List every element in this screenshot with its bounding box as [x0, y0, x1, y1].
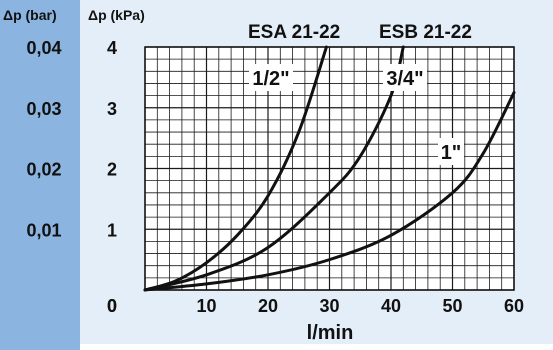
x-tick-label: 10: [196, 296, 216, 316]
y-tick-label: 4: [107, 38, 117, 58]
y-tick-label: 0: [107, 296, 117, 316]
secondary-y-tick-labels: 0,01 0,02 0,03 0,04: [26, 38, 61, 240]
secondary-y-tick-label: 0,01: [26, 220, 61, 240]
series-label: 3/4": [386, 68, 423, 90]
x-tick-label: 0: [107, 296, 117, 316]
secondary-y-tick-label: 0,02: [26, 160, 61, 180]
y-axis-label: Δp (kPa): [88, 7, 145, 23]
series-labels: 1/2" 3/4" 1": [249, 64, 464, 165]
series-line: [143, 45, 328, 292]
x-tick-label: 50: [442, 296, 462, 316]
series-label-box: [438, 138, 464, 165]
series-label: 1/2": [252, 68, 289, 90]
header-esb: ESB 21-22: [379, 22, 472, 43]
bottom-strip: [80, 344, 553, 350]
curves: [143, 45, 516, 292]
header-esa: ESA 21-22: [248, 22, 340, 43]
series-line: [143, 45, 405, 292]
series-label: 1": [441, 142, 462, 164]
y-tick-label: 3: [107, 99, 117, 119]
series-label-box: [383, 64, 427, 91]
secondary-y-axis-label: Δp (bar): [3, 7, 57, 23]
x-tick-labels: 0 10 20 30 40 50 60: [107, 296, 524, 316]
x-axis-label: l/min: [307, 322, 354, 344]
x-tick-label: 20: [258, 296, 278, 316]
series-line: [143, 91, 516, 292]
y-tick-labels: 0 1 2 3 4: [107, 38, 117, 316]
secondary-y-tick-label: 0,04: [26, 38, 61, 58]
x-tick-label: 60: [504, 296, 524, 316]
secondary-y-tick-label: 0,03: [26, 99, 61, 119]
plot-border: [144, 46, 515, 291]
y-tick-label: 2: [107, 160, 117, 180]
y-tick-label: 1: [107, 220, 117, 240]
grid-lines: [144, 46, 515, 291]
x-tick-label: 30: [319, 296, 339, 316]
left-band: [0, 0, 80, 350]
x-tick-label: 40: [381, 296, 401, 316]
series-label-box: [249, 64, 293, 91]
